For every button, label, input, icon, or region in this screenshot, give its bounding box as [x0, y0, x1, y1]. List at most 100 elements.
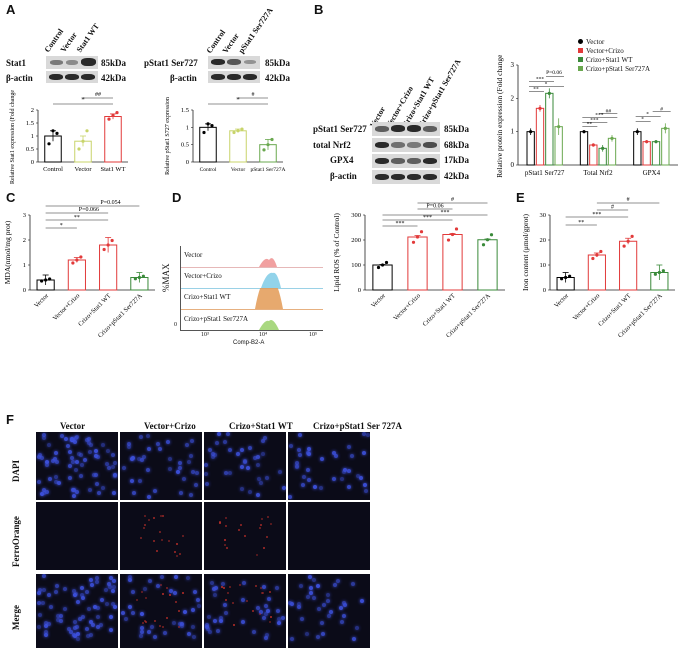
blot-kda-label: 42kDa [444, 171, 470, 181]
sig-label: # [660, 107, 663, 113]
sig-label: ** [578, 220, 584, 226]
data-point [538, 106, 542, 110]
data-point [110, 238, 114, 243]
data-point [419, 230, 424, 234]
sig-label: ## [606, 108, 612, 114]
data-point [610, 136, 614, 140]
bar [545, 92, 554, 166]
sig-label: * [60, 223, 63, 229]
sig-label: * [646, 112, 649, 118]
blot-strip [372, 122, 440, 136]
data-point [454, 227, 459, 231]
data-point [591, 256, 595, 261]
micro-row-label: DAPI [11, 460, 21, 482]
data-point [591, 143, 595, 147]
blot-row-label: pStat1 Ser727 [313, 124, 367, 134]
y-tick-label: 0 [511, 161, 515, 169]
data-point [206, 122, 210, 126]
blot-kda-label: 85kDa [444, 124, 470, 134]
data-point [47, 142, 51, 146]
micro-image [288, 574, 370, 648]
panel-label-a: A [6, 2, 16, 17]
y-tick-label: 0 [186, 159, 189, 166]
data-point [630, 234, 634, 238]
data-point [626, 239, 630, 243]
flow-track: Vector+Crizo [181, 267, 323, 289]
sig-label: P=0.066 [79, 207, 99, 213]
x-tick-label: Vector+Crizo [392, 292, 422, 322]
panel-label-c: C [6, 190, 16, 205]
blot-strip [208, 71, 260, 83]
blot-row-label: β-actin [170, 73, 197, 83]
data-point [232, 130, 236, 135]
sig-label: * [545, 82, 548, 88]
data-point [601, 146, 605, 150]
y-tick-label: 1.5 [26, 120, 34, 127]
y-tick-label: 100 [351, 262, 361, 269]
sig-label: # [627, 197, 630, 203]
data-point [51, 129, 55, 133]
sig-label: P=0.054 [100, 200, 120, 206]
micro-row-label: FerroOrange [11, 516, 21, 567]
blot-strip [372, 138, 440, 152]
flow-ytick: 0 [174, 322, 177, 328]
data-point [446, 238, 451, 242]
bar [661, 127, 670, 166]
data-point [489, 233, 494, 237]
data-point [568, 274, 572, 278]
blot-strip [372, 154, 440, 168]
y-tick-label: 30 [540, 212, 547, 219]
bar [199, 126, 217, 163]
y-tick-label: 20 [540, 237, 547, 244]
data-point [262, 148, 266, 152]
x-tick-label: pStat1 Ser727 [525, 169, 565, 177]
panel-label-f: F [6, 412, 14, 427]
x-tick-label: pStat1 Ser727A [251, 167, 286, 173]
bar [651, 141, 661, 166]
flow-histogram: %MAX Vector Vector+Crizo Crizo+Stat1 WT … [161, 246, 323, 346]
data-point [661, 269, 665, 273]
data-point [71, 261, 75, 265]
x-tick-label: Vector [553, 292, 571, 310]
legend-item: Vector [578, 38, 650, 47]
blot-row-label: GPX4 [330, 155, 354, 165]
data-point [81, 139, 85, 143]
y-tick-label: 0.5 [181, 142, 189, 149]
data-point [106, 243, 110, 247]
flow-track: Vector [181, 246, 323, 268]
bar [477, 239, 498, 291]
x-tick-label: Crizo+Stat1 WT [597, 292, 632, 327]
micro-image [288, 502, 370, 570]
y-tick-label: 2 [23, 237, 26, 244]
sig-label: *** [536, 77, 545, 83]
flow-xtick: 10⁴ [259, 332, 268, 338]
y-axis-label: Relative protein expression (Fold change… [495, 55, 504, 178]
data-point [560, 277, 564, 281]
data-point [107, 117, 111, 121]
bar [589, 144, 598, 166]
flow-xlabel: Comp-B2-A [233, 340, 265, 346]
data-point [481, 243, 486, 247]
blot-kda-label: 85kDa [101, 58, 127, 68]
x-tick-label: Control [200, 167, 217, 173]
data-point [622, 244, 626, 248]
blot-strip [208, 56, 260, 69]
y-tick-label: 0.5 [26, 146, 34, 153]
y-tick-label: 3 [23, 212, 26, 219]
micro-image [204, 502, 286, 570]
sig-label: ** [587, 122, 593, 128]
legend-item: Crizo+pStat1 Ser727A [578, 65, 650, 74]
y-axis-label: Lipid ROS (% of Control) [332, 213, 341, 292]
bar [619, 240, 638, 291]
x-tick-label: GPX4 [643, 169, 661, 177]
chart-a1: 0 0.5 1 1.5 2 Relative Stat1 expression (Fold… [9, 90, 128, 184]
blot-row-label: Stat1 [6, 58, 26, 68]
y-axis-label: Iron content (μmol/gprot) [521, 214, 530, 291]
sig-label: P=0.06 [546, 70, 562, 76]
data-point [202, 130, 206, 135]
y-tick-label: 0 [358, 287, 361, 294]
y-axis-label: MDA(nmol/mg prot) [3, 220, 12, 284]
data-point [450, 232, 455, 237]
sig-label: ## [95, 92, 101, 98]
sig-label: # [252, 92, 255, 98]
